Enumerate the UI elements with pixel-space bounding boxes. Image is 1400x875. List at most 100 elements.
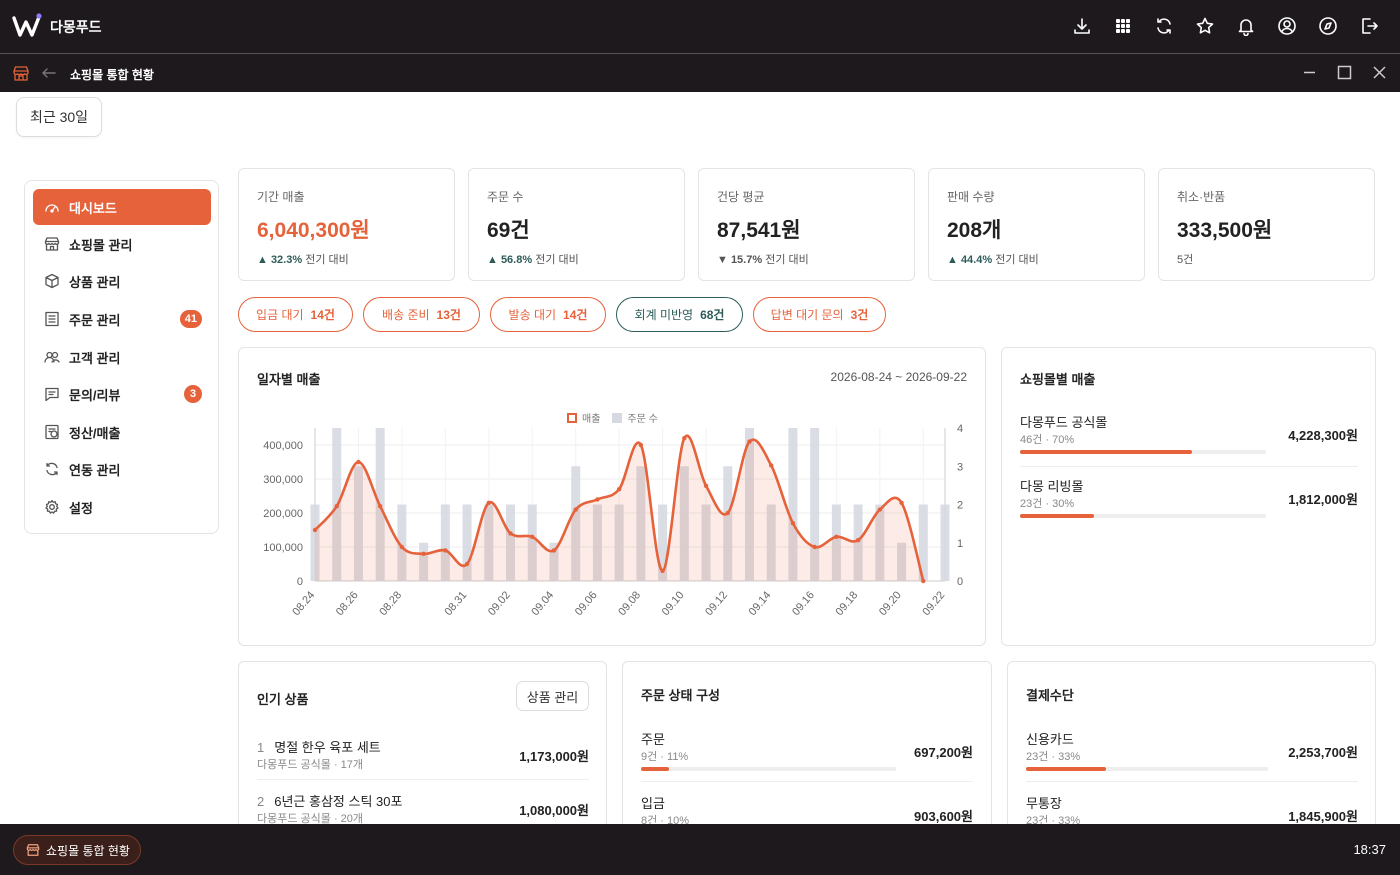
sidebar-item-customers[interactable]: 고객 관리 — [33, 339, 211, 375]
sidebar-item-label: 정산/매출 — [69, 425, 121, 441]
sidebar-item-settlement[interactable]: 정산/매출 — [33, 414, 211, 450]
bar-orders — [571, 466, 581, 581]
sales-point — [530, 534, 535, 539]
sidebar-item-dashboard[interactable]: 대시보드 — [33, 189, 211, 225]
list-item: 다몽푸드 공식몰 46건 · 70% 4,228,300원 — [1020, 412, 1358, 467]
kpi-card-quantity: 판매 수량 208개 ▲ 44.4% 전기 대비 — [928, 168, 1145, 281]
pill-pending-inquiries[interactable]: 답변 대기 문의 3건 — [753, 297, 886, 332]
bar-orders — [940, 504, 950, 581]
sidebar-item-label: 주문 관리 — [69, 312, 121, 328]
y-tick-label-right: 3 — [957, 461, 963, 473]
sales-point — [855, 538, 861, 543]
kpi-value: 333,500원 — [1177, 219, 1273, 242]
orders-count-badge: 41 — [179, 310, 202, 328]
star-icon[interactable] — [1194, 15, 1216, 37]
logout-icon[interactable] — [1358, 15, 1380, 37]
bar-orders — [897, 542, 907, 581]
sales-point — [682, 436, 687, 441]
x-tick-label: 08.31 — [442, 589, 469, 618]
payment-method-card: 결제수단 신용카드 23건 · 33% 2,253,700원 무통장 23건 ·… — [1007, 661, 1376, 824]
bell-icon[interactable] — [1235, 15, 1257, 37]
kpi-card-orders: 주문 수 69건 ▲ 56.8% 전기 대비 — [468, 168, 685, 281]
kpi-card-average: 건당 평균 87,541원 ▼ 15.7% 전기 대비 — [698, 168, 915, 281]
daily-sales-card: 일자별 매출 2026-08-24 ~ 2026-09-22 매출 주문 수 0… — [238, 347, 986, 646]
taskbar: 쇼핑몰 통합 현황 18:37 — [0, 824, 1400, 875]
users-icon — [44, 349, 60, 365]
sales-area — [315, 435, 924, 581]
compass-icon[interactable] — [1317, 15, 1339, 37]
sales-point — [638, 442, 644, 448]
pill-unaccounted[interactable]: 회계 미반영 68건 — [616, 297, 743, 332]
store-icon — [26, 844, 40, 856]
legend-orders[interactable]: 주문 수 — [612, 410, 658, 425]
sales-point — [877, 507, 883, 512]
x-tick-label: 08.26 — [334, 589, 361, 618]
chart-legend: 매출 주문 수 — [567, 410, 658, 425]
bar-orders — [484, 504, 494, 581]
popular-products-card: 인기 상품 상품 관리 1 명절 한우 육포 세트 다몽푸드 공식몰 · 17개 … — [238, 661, 607, 824]
period-selector[interactable]: 최근 30일 — [16, 97, 102, 137]
app-window: 쇼핑몰 통합 현황 최근 30일 대시보드 쇼핑몰 관리 상품 관리 주문 관리… — [0, 53, 1400, 824]
bar-orders — [592, 504, 602, 581]
kpi-label: 주문 수 — [487, 190, 524, 204]
bar-orders — [462, 504, 472, 581]
x-tick-label: 08.24 — [290, 589, 317, 618]
store-icon — [13, 66, 29, 81]
x-tick-label: 09.14 — [747, 589, 774, 618]
kpi-value: 87,541원 — [717, 219, 801, 242]
sidebar-item-settings[interactable]: 설정 — [33, 489, 211, 525]
sales-point — [443, 548, 448, 553]
pill-preparing-shipment[interactable]: 배송 준비 13건 — [363, 297, 480, 332]
kpi-change: ▲ 56.8% 전기 대비 — [487, 254, 579, 266]
refresh-icon[interactable] — [1153, 15, 1175, 37]
sales-point — [486, 500, 491, 505]
bar-orders — [614, 504, 624, 581]
legend-sales[interactable]: 매출 — [567, 410, 600, 425]
back-arrow-icon[interactable] — [40, 64, 58, 82]
sidebar-item-inquiries[interactable]: 문의/리뷰 3 — [33, 376, 211, 412]
sidebar-item-shopping-mall[interactable]: 쇼핑몰 관리 — [33, 226, 211, 262]
bar-orders — [397, 504, 407, 581]
brand-name: 다몽푸드 — [50, 19, 102, 35]
sales-point — [334, 504, 339, 509]
sales-point — [312, 527, 318, 533]
bar-orders — [549, 542, 559, 581]
pill-awaiting-dispatch[interactable]: 발송 대기 14건 — [490, 297, 606, 332]
bar-orders — [353, 466, 363, 581]
close-icon[interactable] — [1371, 64, 1388, 81]
y-tick-label-left: 100,000 — [263, 542, 303, 554]
sales-point — [356, 459, 361, 465]
clock: 18:37 — [1353, 842, 1386, 857]
download-icon[interactable] — [1071, 15, 1093, 37]
manage-products-button[interactable]: 상품 관리 — [516, 681, 589, 711]
bar-orders — [310, 504, 320, 581]
sidebar-item-label: 문의/리뷰 — [69, 387, 121, 403]
x-tick-label: 09.18 — [834, 589, 861, 618]
y-tick-label-right: 1 — [957, 538, 963, 550]
x-tick-label: 09.08 — [616, 589, 643, 618]
list-item[interactable]: 2 6년근 홍삼정 스틱 30포 다몽푸드 공식몰 · 20개 1,080,000… — [257, 794, 589, 824]
taskbar-window-button[interactable]: 쇼핑몰 통합 현황 — [13, 835, 141, 865]
progress-bar — [1020, 450, 1266, 454]
sales-point — [399, 544, 405, 550]
box-icon — [44, 273, 60, 289]
minimize-icon[interactable] — [1301, 64, 1318, 81]
sales-point — [834, 534, 839, 539]
kpi-value: 69건 — [487, 219, 530, 242]
sidebar-item-integration[interactable]: 연동 관리 — [33, 451, 211, 487]
list-item[interactable]: 1 명절 한우 육포 세트 다몽푸드 공식몰 · 17개 1,173,000원 — [257, 737, 589, 780]
pill-awaiting-payment[interactable]: 입금 대기 14건 — [238, 297, 353, 332]
sidebar-item-products[interactable]: 상품 관리 — [33, 263, 211, 299]
y-tick-label-left: 400,000 — [263, 440, 303, 452]
user-icon[interactable] — [1276, 15, 1298, 37]
sales-point — [595, 497, 600, 502]
sales-point — [812, 544, 817, 550]
daily-sales-chart: 0 100,000 200,000 300,000 400,000 0 1 2 3 4 08.24 0… — [263, 423, 963, 618]
sidebar-item-label: 상품 관리 — [69, 274, 121, 290]
bar-orders — [831, 504, 841, 581]
maximize-icon[interactable] — [1336, 64, 1353, 81]
sales-point — [464, 561, 470, 567]
bar-orders — [744, 428, 754, 581]
sidebar-item-orders[interactable]: 주문 관리 41 — [33, 301, 211, 337]
apps-grid-icon[interactable] — [1112, 15, 1134, 37]
